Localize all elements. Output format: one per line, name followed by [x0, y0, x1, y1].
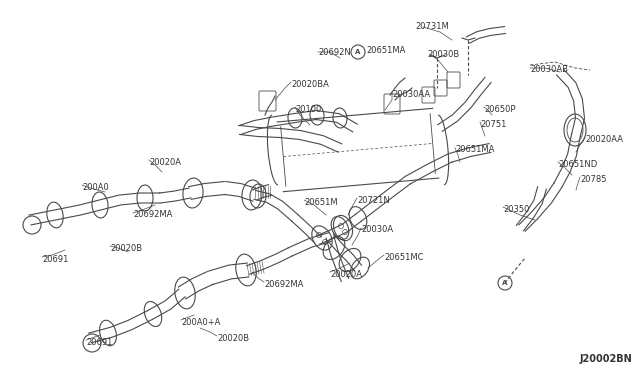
Text: 20651ND: 20651ND	[558, 160, 597, 169]
Text: A: A	[502, 280, 508, 286]
Text: 20691: 20691	[42, 255, 68, 264]
Text: 20692N: 20692N	[318, 48, 351, 57]
Text: 20020A: 20020A	[330, 270, 362, 279]
Text: 20692MA: 20692MA	[133, 210, 172, 219]
Text: 20030AA: 20030AA	[392, 90, 430, 99]
Text: 20020BA: 20020BA	[291, 80, 329, 89]
Text: 20020B: 20020B	[217, 334, 249, 343]
Text: 20100: 20100	[295, 105, 321, 114]
Text: 20651M: 20651M	[304, 198, 338, 207]
Text: A: A	[355, 49, 361, 55]
Text: 20721N: 20721N	[357, 196, 390, 205]
Text: 200A0+A: 200A0+A	[181, 318, 220, 327]
Text: 20651MC: 20651MC	[384, 253, 424, 262]
Text: 20030B: 20030B	[427, 50, 460, 59]
Text: 200A0: 200A0	[82, 183, 109, 192]
Text: 20651MA: 20651MA	[455, 145, 494, 154]
Text: 20020AA: 20020AA	[585, 135, 623, 144]
Text: 20020B: 20020B	[110, 244, 142, 253]
Text: J20002BN: J20002BN	[579, 354, 632, 364]
Text: 20785: 20785	[580, 175, 607, 184]
Text: 20692MA: 20692MA	[264, 280, 303, 289]
Text: 20350: 20350	[503, 205, 529, 214]
Text: 20651MA: 20651MA	[366, 46, 405, 55]
Text: 20650P: 20650P	[484, 105, 515, 114]
Text: 20020A: 20020A	[149, 158, 181, 167]
Text: 20731M: 20731M	[415, 22, 449, 31]
Text: 20030AB: 20030AB	[530, 65, 568, 74]
Text: 20691: 20691	[86, 338, 113, 347]
Text: 20751: 20751	[480, 120, 506, 129]
Text: 20030A: 20030A	[361, 225, 393, 234]
